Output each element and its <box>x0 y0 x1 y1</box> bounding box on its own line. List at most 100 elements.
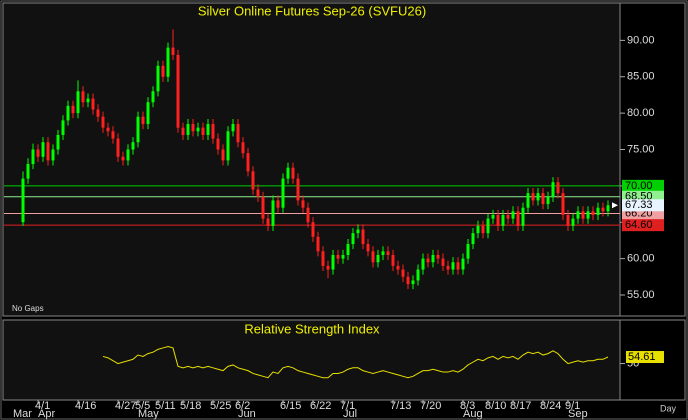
candle-body <box>581 211 585 219</box>
candle-body <box>496 214 500 226</box>
candle-body <box>366 244 370 252</box>
candle-body <box>586 211 590 219</box>
candle-body <box>551 182 555 197</box>
y-tick-label: 80.00 <box>627 107 655 119</box>
candle-body <box>131 142 135 150</box>
candle-body <box>31 149 35 165</box>
candle-body <box>431 254 435 263</box>
x-tick-label: 7/20 <box>420 400 441 412</box>
x-tick-label: 5/11 <box>155 400 176 412</box>
candle-body <box>206 124 210 135</box>
candle-body <box>176 54 180 128</box>
candle-body <box>466 244 470 259</box>
candle-body <box>51 149 55 161</box>
candle-body <box>41 142 45 157</box>
candle-body <box>66 105 70 121</box>
rsi-title: Relative Strength Index <box>244 321 380 336</box>
month-label: May <box>138 408 159 420</box>
candle-body <box>561 193 565 215</box>
month-label: Apr <box>38 408 55 420</box>
candle-body <box>311 222 315 237</box>
candle-body <box>126 149 130 161</box>
level-label: 70.00 <box>625 180 653 192</box>
candle-body <box>201 127 205 135</box>
price-panel <box>2 2 621 317</box>
candle-body <box>151 91 155 103</box>
level-label-bg <box>622 219 664 232</box>
x-tick-label: 5/25 <box>210 400 231 412</box>
candle-body <box>591 211 595 215</box>
candle-body <box>521 207 525 226</box>
candle-body <box>316 236 320 252</box>
x-tick-label: 7/13 <box>390 400 411 412</box>
candle-body <box>381 251 385 255</box>
candle-body <box>291 167 295 179</box>
y-tick-label: 90.00 <box>627 34 655 46</box>
candle-body <box>356 229 360 234</box>
candle-body <box>446 265 450 270</box>
candle-body <box>286 167 290 179</box>
x-tick-label: 6/15 <box>280 400 301 412</box>
candle-body <box>546 196 550 205</box>
candle-body <box>276 200 280 208</box>
y-tick-label: 55.00 <box>627 289 655 301</box>
candle-body <box>376 254 380 263</box>
note: No Gaps <box>12 304 44 313</box>
candle-body <box>46 142 50 161</box>
x-tick-label: 8/3 <box>460 400 475 412</box>
x-tick-label: 4/16 <box>75 400 96 412</box>
candle-body <box>141 116 145 125</box>
candle-body <box>501 214 505 226</box>
candle-body <box>81 91 85 103</box>
x-tick-label: 8/10 <box>485 400 506 412</box>
candle-body <box>251 171 255 190</box>
rsi-value-label: 54.61 <box>628 351 656 363</box>
x-tick-label: 7/1 <box>340 400 355 412</box>
candle-body <box>86 98 90 103</box>
candle-body <box>216 138 220 150</box>
candle-body <box>481 225 485 234</box>
candle-body <box>386 251 390 255</box>
x-tick-label: 6/22 <box>310 400 331 412</box>
x-tick-label: 4/1 <box>35 400 50 412</box>
candle-body <box>91 98 95 110</box>
candle-body <box>221 149 225 161</box>
candle-body <box>71 105 75 114</box>
candle-body <box>326 265 330 270</box>
candle-body <box>271 200 275 226</box>
candle-body <box>506 214 510 219</box>
candle-body <box>296 178 300 201</box>
x-tick-label: 8/24 <box>540 400 561 412</box>
candle-body <box>261 196 265 219</box>
candle-body <box>226 131 230 161</box>
candle-body <box>426 258 430 263</box>
candle-body <box>346 244 350 255</box>
candle-body <box>211 124 215 139</box>
month-label: Aug <box>463 408 483 420</box>
x-tick-label: 9/1 <box>565 400 580 412</box>
rsi-panel <box>2 319 621 401</box>
candle-body <box>536 193 540 201</box>
candle-body <box>96 109 100 117</box>
x-axis-label: Day <box>660 403 677 413</box>
candle-body <box>121 156 125 161</box>
chart-title: Silver Online Futures Sep-26 (SVFU26) <box>198 3 426 18</box>
x-tick-label: 5/5 <box>135 400 150 412</box>
x-tick-label: 6/2 <box>235 400 250 412</box>
y-tick-label: 60.00 <box>627 253 655 265</box>
candle-body <box>331 254 335 270</box>
candle-body <box>526 193 530 208</box>
candle-body <box>556 182 560 194</box>
candle-body <box>441 258 445 266</box>
last-price-arrow <box>612 202 618 209</box>
candle-body <box>231 124 235 132</box>
candle-body <box>116 138 120 157</box>
candle-body <box>576 211 580 219</box>
last-price-bg <box>622 199 664 212</box>
level-label: 64.60 <box>625 219 653 231</box>
candle-body <box>171 47 175 55</box>
candle-body <box>491 214 495 219</box>
candle-body <box>606 205 610 212</box>
candle-body <box>391 254 395 266</box>
